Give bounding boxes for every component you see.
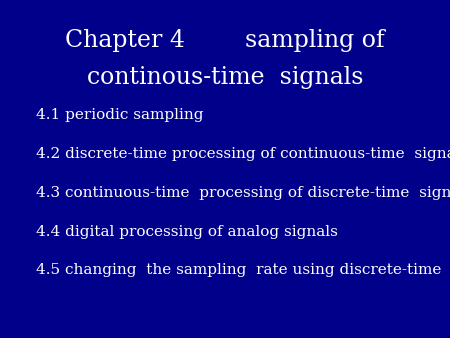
Text: 4.5 changing  the sampling  rate using discrete-time  processing: 4.5 changing the sampling rate using dis…: [36, 263, 450, 277]
Text: 4.3 continuous-time  processing of discrete-time  signal: 4.3 continuous-time processing of discre…: [36, 186, 450, 200]
Text: continous-time  signals: continous-time signals: [87, 66, 363, 89]
Text: 4.2 discrete-time processing of continuous-time  signals: 4.2 discrete-time processing of continuo…: [36, 147, 450, 161]
Text: 4.4 digital processing of analog signals: 4.4 digital processing of analog signals: [36, 224, 338, 239]
Text: 4.1 periodic sampling: 4.1 periodic sampling: [36, 108, 203, 122]
Text: Chapter 4        sampling of: Chapter 4 sampling of: [65, 29, 385, 52]
